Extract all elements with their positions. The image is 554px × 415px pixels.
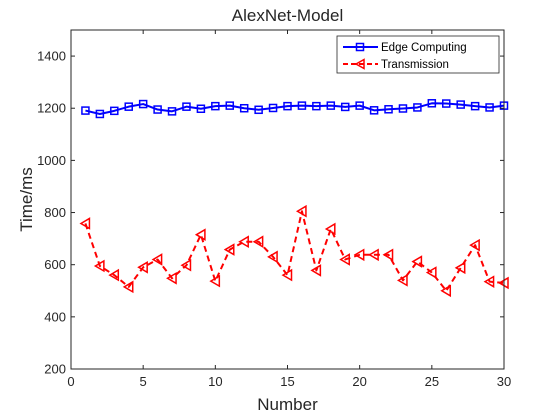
x-tick-label: 20 <box>352 374 366 389</box>
y-tick-label: 400 <box>44 309 66 324</box>
data-point-edge-computing <box>384 105 393 114</box>
data-point-edge-computing <box>456 100 465 109</box>
y-tick-label: 600 <box>44 257 66 272</box>
series-line-edge-computing <box>85 102 505 115</box>
data-point-transmission <box>454 261 466 275</box>
y-tick-label: 1400 <box>37 49 66 64</box>
data-point-transmission <box>440 284 452 298</box>
legend-label-edge-computing: Edge Computing <box>381 42 467 54</box>
data-point-transmission <box>209 274 221 288</box>
data-point-transmission <box>79 217 91 230</box>
x-tick-label: 30 <box>497 374 511 389</box>
y-axis: 200 400 600 800 1000 1200 1400 <box>37 49 504 377</box>
data-point-transmission <box>425 266 437 279</box>
data-point-transmission <box>382 248 394 262</box>
legend-marker-edge-computing <box>355 42 365 52</box>
data-point-transmission <box>166 271 177 285</box>
x-axis-label: Number <box>257 395 318 414</box>
data-point-edge-computing <box>297 101 307 110</box>
data-point-edge-computing <box>153 105 162 114</box>
y-tick-label: 200 <box>44 362 66 377</box>
data-point-transmission <box>281 268 293 282</box>
data-point-edge-computing <box>326 101 336 110</box>
data-point-edge-computing <box>312 101 321 111</box>
data-point-edge-computing <box>398 104 408 113</box>
y-tick-label: 800 <box>44 205 66 220</box>
chart-title: AlexNet-Model <box>232 6 344 25</box>
data-point-transmission <box>310 264 322 277</box>
data-point-edge-computing <box>239 103 249 113</box>
x-tick-label: 0 <box>67 374 74 389</box>
data-point-edge-computing <box>442 99 451 108</box>
data-point-transmission <box>483 275 495 288</box>
data-point-transmission <box>180 258 192 272</box>
data-point-transmission <box>368 248 379 262</box>
data-point-transmission <box>238 235 249 249</box>
data-point-edge-computing <box>485 103 494 112</box>
y-tick-label: 1200 <box>37 101 66 116</box>
data-point-edge-computing <box>427 99 437 108</box>
x-tick-label: 5 <box>140 374 147 389</box>
data-point-transmission <box>339 253 350 266</box>
data-point-edge-computing <box>95 109 105 119</box>
data-point-edge-computing <box>81 106 90 115</box>
data-point-edge-computing <box>110 106 119 116</box>
y-tick-label: 1000 <box>37 153 66 168</box>
data-point-edge-computing <box>470 101 480 111</box>
data-point-transmission <box>137 260 148 274</box>
data-point-edge-computing <box>196 104 206 114</box>
data-point-edge-computing <box>369 106 379 115</box>
data-point-transmission <box>396 274 408 287</box>
data-point-transmission <box>252 235 264 249</box>
x-axis: 0 5 10 15 20 25 30 <box>67 30 511 389</box>
data-point-edge-computing <box>268 103 278 113</box>
data-point-edge-computing <box>340 102 350 112</box>
data-point-edge-computing <box>138 99 148 109</box>
data-point-edge-computing <box>254 105 263 115</box>
data-point-transmission <box>122 280 134 294</box>
data-point-transmission <box>108 268 120 282</box>
data-point-transmission <box>411 255 423 268</box>
data-point-transmission <box>324 222 336 236</box>
data-point-edge-computing <box>413 103 422 112</box>
legend-marker-transmission <box>354 58 365 70</box>
data-point-transmission <box>353 248 365 262</box>
legend: Edge Computing Transmission <box>336 35 500 74</box>
data-point-transmission <box>295 204 307 218</box>
legend-label-transmission: Transmission <box>381 59 449 71</box>
data-point-transmission <box>223 243 235 256</box>
data-point-edge-computing <box>355 101 364 110</box>
data-point-edge-computing <box>182 102 191 111</box>
x-tick-label: 15 <box>280 374 294 389</box>
data-point-edge-computing <box>124 102 133 111</box>
data-point-transmission <box>93 259 105 273</box>
data-point-transmission <box>194 228 206 242</box>
data-point-transmission <box>267 250 278 264</box>
plot-area <box>71 30 504 369</box>
x-tick-label: 10 <box>208 374 222 389</box>
data-point-edge-computing <box>225 101 235 110</box>
data-point-edge-computing <box>283 101 292 111</box>
data-point-transmission <box>151 253 163 266</box>
series-layer <box>79 99 509 298</box>
data-point-edge-computing <box>211 101 220 111</box>
data-point-edge-computing <box>167 107 177 116</box>
data-point-transmission <box>469 238 480 252</box>
x-tick-label: 25 <box>425 374 439 389</box>
y-axis-label: Time/ms <box>17 167 36 232</box>
